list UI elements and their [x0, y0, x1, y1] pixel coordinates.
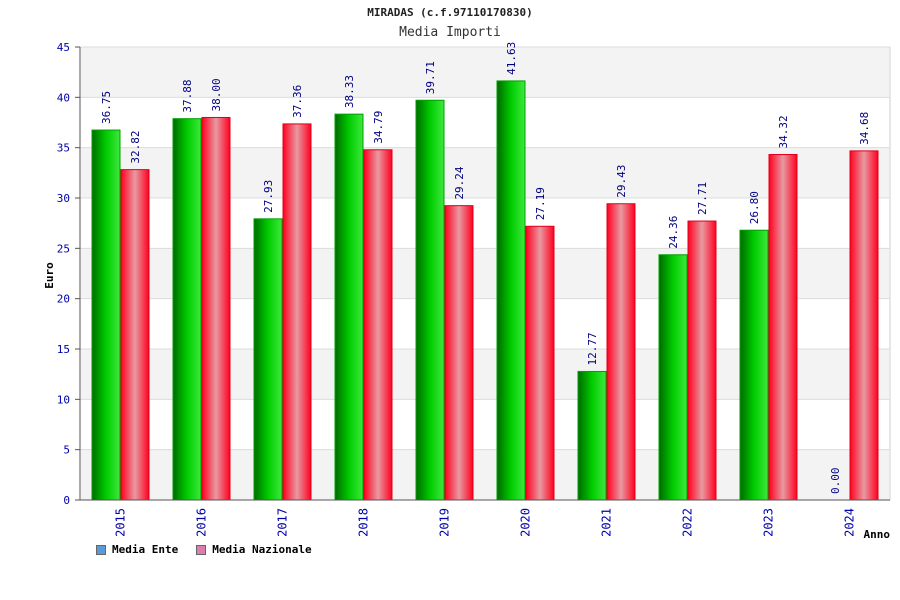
x-tick-label: 2021: [600, 508, 614, 537]
bar-media-ente-2022: [658, 254, 688, 501]
bar-media-ente-2016: [172, 118, 202, 501]
bar-media-ente-2020: [496, 80, 526, 501]
y-tick-label: 45: [57, 41, 70, 54]
bar-media-nazionale-2016: [201, 116, 231, 501]
x-tick-label: 2017: [276, 508, 290, 537]
data-label-media-ente-2020: 41.63: [505, 42, 518, 75]
y-tick-label: 0: [63, 494, 70, 507]
bar-media-nazionale-2017: [282, 123, 312, 501]
bar-media-ente-2015: [91, 129, 121, 501]
x-tick-label: 2018: [357, 508, 371, 537]
x-tick-label: 2019: [438, 508, 452, 537]
x-tick-label: 2020: [519, 508, 533, 537]
data-label-media-nazionale-2019: 29.24: [453, 166, 466, 199]
data-label-media-nazionale-2015: 32.82: [129, 130, 142, 163]
y-tick-label: 40: [57, 91, 70, 104]
data-label-media-ente-2019: 39.71: [424, 61, 437, 94]
data-label-media-ente-2018: 38.33: [343, 75, 356, 108]
bar-media-ente-2021: [577, 370, 607, 501]
legend-swatch-media-ente: [96, 544, 106, 555]
data-label-media-nazionale-2020: 27.19: [534, 187, 547, 220]
bar-media-nazionale-2023: [768, 154, 798, 501]
chart-subtitle: Media Importi: [399, 25, 501, 40]
x-tick-label: 2016: [195, 508, 209, 537]
y-tick-label: 5: [63, 444, 70, 457]
legend-label-media-nazionale: Media Nazionale: [212, 543, 312, 556]
x-tick-label: 2024: [843, 508, 857, 537]
bar-media-nazionale-2015: [120, 169, 150, 501]
data-label-media-nazionale-2023: 34.32: [777, 115, 790, 148]
legend-item-media-nazionale: Media Nazionale: [196, 543, 312, 556]
data-label-media-nazionale-2022: 27.71: [696, 182, 709, 215]
data-label-media-nazionale-2016: 38.00: [210, 78, 223, 111]
x-tick-label: 2022: [681, 508, 695, 537]
bar-media-nazionale-2024: [849, 150, 879, 501]
data-label-media-ente-2015: 36.75: [100, 91, 113, 124]
y-tick-label: 20: [57, 293, 70, 306]
bar-media-nazionale-2018: [363, 149, 393, 501]
bar-media-ente-2018: [334, 113, 364, 501]
x-axis-title: Anno: [864, 528, 891, 541]
data-label-media-nazionale-2021: 29.43: [615, 165, 628, 198]
y-axis-title: Euro: [43, 262, 56, 289]
data-label-media-ente-2024: 0.00: [829, 468, 842, 495]
y-tick-label: 35: [57, 142, 70, 155]
legend-item-media-ente: Media Ente: [96, 543, 178, 556]
y-tick-label: 30: [57, 192, 70, 205]
bar-media-ente-2023: [739, 229, 769, 501]
data-label-media-ente-2021: 12.77: [586, 332, 599, 365]
legend-swatch-media-nazionale: [196, 544, 207, 555]
data-label-media-ente-2017: 27.93: [262, 180, 275, 213]
bar-media-nazionale-2019: [444, 205, 474, 501]
bar-media-nazionale-2020: [525, 225, 555, 501]
data-label-media-nazionale-2018: 34.79: [372, 111, 385, 144]
data-label-media-ente-2016: 37.88: [181, 80, 194, 113]
y-tick-label: 10: [57, 393, 70, 406]
chart-legend: Media Ente Media Nazionale: [96, 543, 312, 556]
x-tick-label: 2015: [114, 508, 128, 537]
data-label-media-ente-2022: 24.36: [667, 216, 680, 249]
data-label-media-nazionale-2024: 34.68: [858, 112, 871, 145]
data-label-media-nazionale-2017: 37.36: [291, 85, 304, 118]
grid-band: [81, 47, 889, 98]
y-tick-label: 25: [57, 242, 70, 255]
bar-media-nazionale-2022: [687, 220, 717, 501]
data-label-media-ente-2023: 26.80: [748, 191, 761, 224]
x-tick-label: 2023: [762, 508, 776, 537]
bar-media-nazionale-2021: [606, 203, 636, 501]
bar-media-ente-2019: [415, 99, 445, 501]
y-tick-label: 15: [57, 343, 70, 356]
bar-media-ente-2017: [253, 218, 283, 501]
chart-title: MIRADAS (c.f.97110170830): [367, 6, 533, 19]
legend-label-media-ente: Media Ente: [112, 543, 179, 556]
